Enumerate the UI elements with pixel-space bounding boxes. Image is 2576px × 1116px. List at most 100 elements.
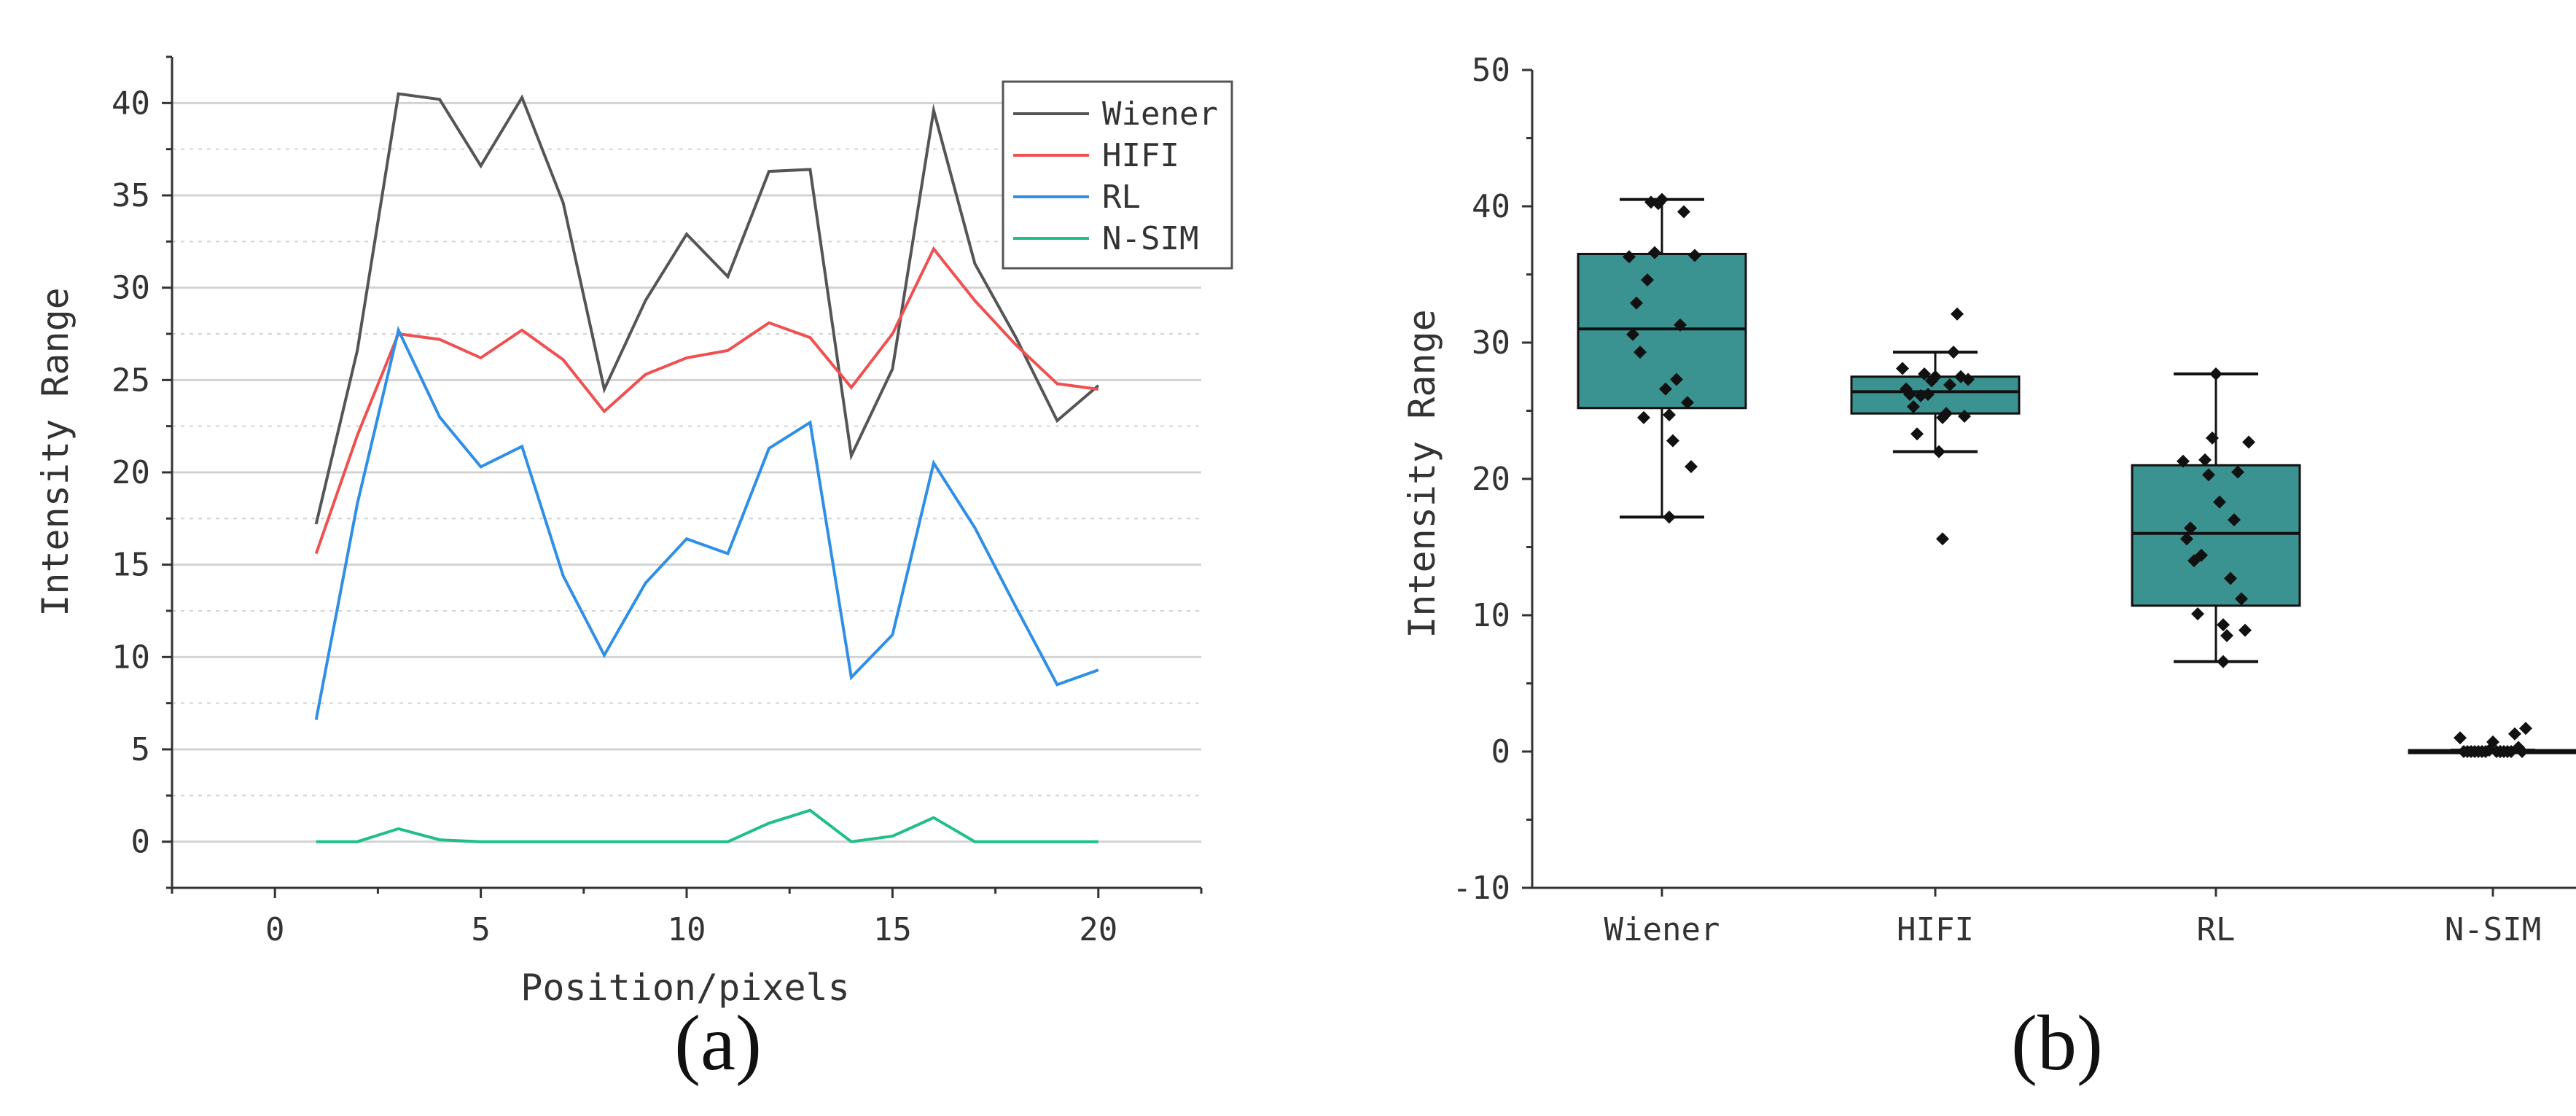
data-point <box>1947 346 1960 359</box>
data-point <box>1932 445 1945 459</box>
data-point <box>2217 618 2230 632</box>
y-tick-label: 0 <box>131 824 151 861</box>
data-point <box>1954 370 1967 383</box>
data-point <box>2217 655 2230 668</box>
data-point <box>2180 532 2193 546</box>
data-point <box>2239 623 2252 637</box>
box-plot-ticks: -10 0 10 20 30 40 50 Wiener HIFI RL N-SIM <box>1453 52 2542 948</box>
panel-label-b: (b) <box>2011 1000 2103 1087</box>
box-hifi <box>1850 307 2021 546</box>
data-point <box>2206 431 2219 445</box>
legend-label-hifi: HIFI <box>1102 137 1179 174</box>
series-line-rl <box>314 325 1099 720</box>
x-tick-label: 20 <box>1079 911 1117 948</box>
data-point <box>2191 607 2204 621</box>
data-point <box>1630 296 1643 310</box>
series-line-n-sim <box>316 808 1098 843</box>
series-line-hifi <box>314 246 1099 555</box>
data-point <box>2231 465 2244 479</box>
x-tick-label: 0 <box>265 911 285 948</box>
data-point <box>2177 454 2190 468</box>
x-tick-label: N-SIM <box>2445 911 2541 948</box>
data-point <box>1674 318 1687 332</box>
data-point <box>2494 745 2507 758</box>
line-chart-legend: Wiener HIFI RL N-SIM <box>1002 80 1233 270</box>
data-point <box>1900 382 1913 396</box>
y-tick-label: 30 <box>112 270 150 307</box>
y-tick-label: 25 <box>112 362 150 399</box>
y-tick-label: 30 <box>1472 324 1510 362</box>
box-n-sim <box>2408 722 2576 758</box>
data-point <box>2202 468 2215 482</box>
data-point <box>1623 250 1636 264</box>
data-point <box>2209 367 2222 381</box>
data-point <box>1677 205 1690 219</box>
box-plot-y-axis-label: Intensity Range <box>1401 309 1443 639</box>
data-point <box>1681 396 1694 410</box>
y-tick-label: 10 <box>1472 597 1510 634</box>
data-point <box>2519 722 2532 735</box>
data-point <box>1951 307 1964 321</box>
x-tick-label: 10 <box>668 911 706 948</box>
x-tick-label: 15 <box>873 911 912 948</box>
data-point <box>2486 735 2499 749</box>
data-point <box>1641 273 1654 286</box>
data-point <box>2508 727 2521 741</box>
data-point <box>1659 382 1672 396</box>
data-point <box>2220 629 2233 643</box>
data-point <box>1958 409 1971 423</box>
y-tick-label: 35 <box>112 177 150 214</box>
data-point <box>2184 521 2197 535</box>
data-point <box>1936 532 1949 546</box>
box-plot-boxes <box>1577 192 2576 758</box>
data-point <box>1925 374 1938 388</box>
data-point <box>1634 346 1647 359</box>
box-iqr <box>1577 252 1747 410</box>
y-tick-label: 15 <box>112 547 150 584</box>
legend-label-rl: RL <box>1102 179 1141 216</box>
data-point <box>2187 554 2201 568</box>
box-wiener <box>1577 192 1747 524</box>
legend-label-n-sim: N-SIM <box>1102 220 1198 257</box>
data-point <box>1907 399 1920 413</box>
data-point <box>2454 731 2467 745</box>
y-tick-label: 5 <box>131 731 151 768</box>
data-point <box>1910 427 1924 441</box>
data-point <box>1663 510 1676 524</box>
data-point <box>1666 434 1679 448</box>
data-point <box>1914 389 1927 402</box>
data-point <box>1648 246 1661 260</box>
data-point <box>1896 362 1909 375</box>
data-point <box>1943 378 1956 391</box>
line-chart-panel-a: 0 5 10 15 20 25 30 35 40 0 5 10 15 20 Wiener HIFI RL N-S… <box>34 55 1233 1009</box>
data-point <box>2457 745 2470 758</box>
data-point <box>2213 495 2226 509</box>
line-chart-ticks: 0 5 10 15 20 25 30 35 40 0 5 10 15 20 <box>112 55 1203 948</box>
data-point <box>1644 195 1658 209</box>
line-chart-series <box>314 92 1100 843</box>
box-rl <box>2131 367 2301 668</box>
x-tick-label: Wiener <box>1604 911 1720 948</box>
box-plot-panel-b: -10 0 10 20 30 40 50 Wiener HIFI RL N-SIM Intensit… <box>1401 52 2576 948</box>
data-point <box>2224 571 2237 585</box>
y-tick-label: 0 <box>1491 733 1511 770</box>
panel-label-a: (a) <box>674 1000 762 1087</box>
legend-label-wiener: Wiener <box>1102 95 1218 133</box>
y-tick-label: 50 <box>1472 52 1510 89</box>
data-point <box>1670 372 1683 386</box>
x-tick-label: RL <box>2197 911 2236 948</box>
data-point <box>1688 249 1701 262</box>
data-point <box>1637 410 1650 424</box>
data-point <box>1663 408 1676 422</box>
data-point <box>2242 435 2255 449</box>
y-tick-label: 20 <box>1472 461 1510 498</box>
y-tick-label: -10 <box>1453 870 1510 907</box>
series-line-wiener <box>314 92 1100 525</box>
y-tick-label: 20 <box>112 454 150 491</box>
data-point <box>2198 453 2212 467</box>
data-point <box>2235 592 2248 606</box>
line-chart-y-axis-label: Intensity Range <box>34 287 77 617</box>
y-tick-label: 10 <box>112 639 150 676</box>
y-tick-label: 40 <box>1472 188 1510 225</box>
